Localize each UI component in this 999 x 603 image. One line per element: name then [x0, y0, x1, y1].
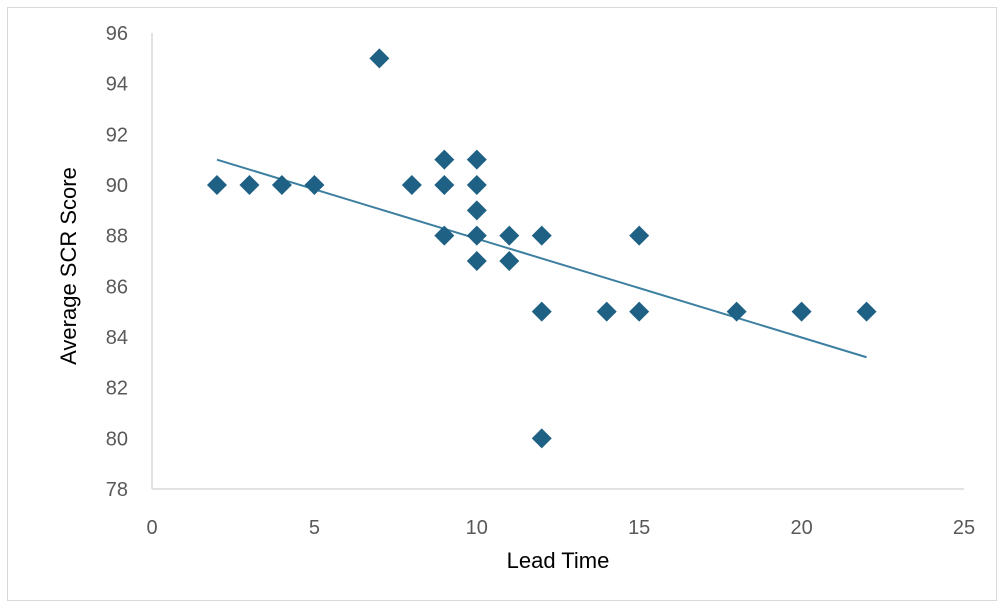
data-point [466, 200, 487, 221]
y-tick-label: 86 [106, 276, 128, 298]
x-tick-label: 25 [953, 517, 975, 539]
y-tick-label: 92 [106, 124, 128, 146]
data-point [271, 175, 292, 195]
axes [151, 33, 964, 490]
data-point [499, 225, 520, 246]
data-point [856, 301, 877, 322]
chart-frame [7, 7, 997, 601]
data-point [434, 175, 455, 195]
data-point [726, 301, 747, 322]
data-point [369, 48, 390, 69]
x-tick-label: 10 [466, 517, 488, 539]
y-tick-label: 88 [106, 226, 128, 248]
trendline [216, 158, 867, 359]
x-tick-label: 5 [309, 517, 320, 539]
data-point [466, 225, 487, 246]
data-point [466, 175, 487, 195]
y-tick-labels: 78 80 82 84 86 88 90 92 94 96 [106, 23, 128, 501]
data-point [629, 225, 650, 246]
data-point [531, 428, 552, 449]
data-point [531, 225, 552, 246]
data-point [401, 175, 422, 195]
data-point [466, 149, 487, 170]
y-tick-label: 80 [106, 428, 128, 450]
data-point [596, 301, 617, 322]
y-tick-label: 78 [106, 479, 128, 501]
data-point [466, 251, 487, 271]
data-points [206, 48, 877, 449]
x-tick-label: 20 [790, 517, 812, 539]
data-point [206, 175, 227, 195]
data-point [531, 301, 552, 322]
data-point [629, 301, 650, 322]
y-tick-label: 96 [106, 23, 128, 45]
data-point [434, 225, 455, 246]
data-point [239, 175, 260, 195]
y-tick-label: 90 [106, 175, 128, 197]
data-point [434, 149, 455, 170]
x-axis-title: Lead Time [507, 548, 610, 573]
data-point [791, 301, 812, 322]
y-tick-label: 82 [106, 378, 128, 400]
x-tick-labels: 0 5 10 15 20 25 [146, 517, 975, 539]
y-tick-label: 94 [106, 74, 128, 96]
y-axis-title: Average SCR Score [56, 167, 81, 365]
data-point [499, 251, 520, 271]
x-tick-label: 0 [146, 517, 157, 539]
data-point [304, 175, 325, 195]
y-tick-label: 84 [106, 327, 128, 349]
x-tick-label: 15 [628, 517, 650, 539]
